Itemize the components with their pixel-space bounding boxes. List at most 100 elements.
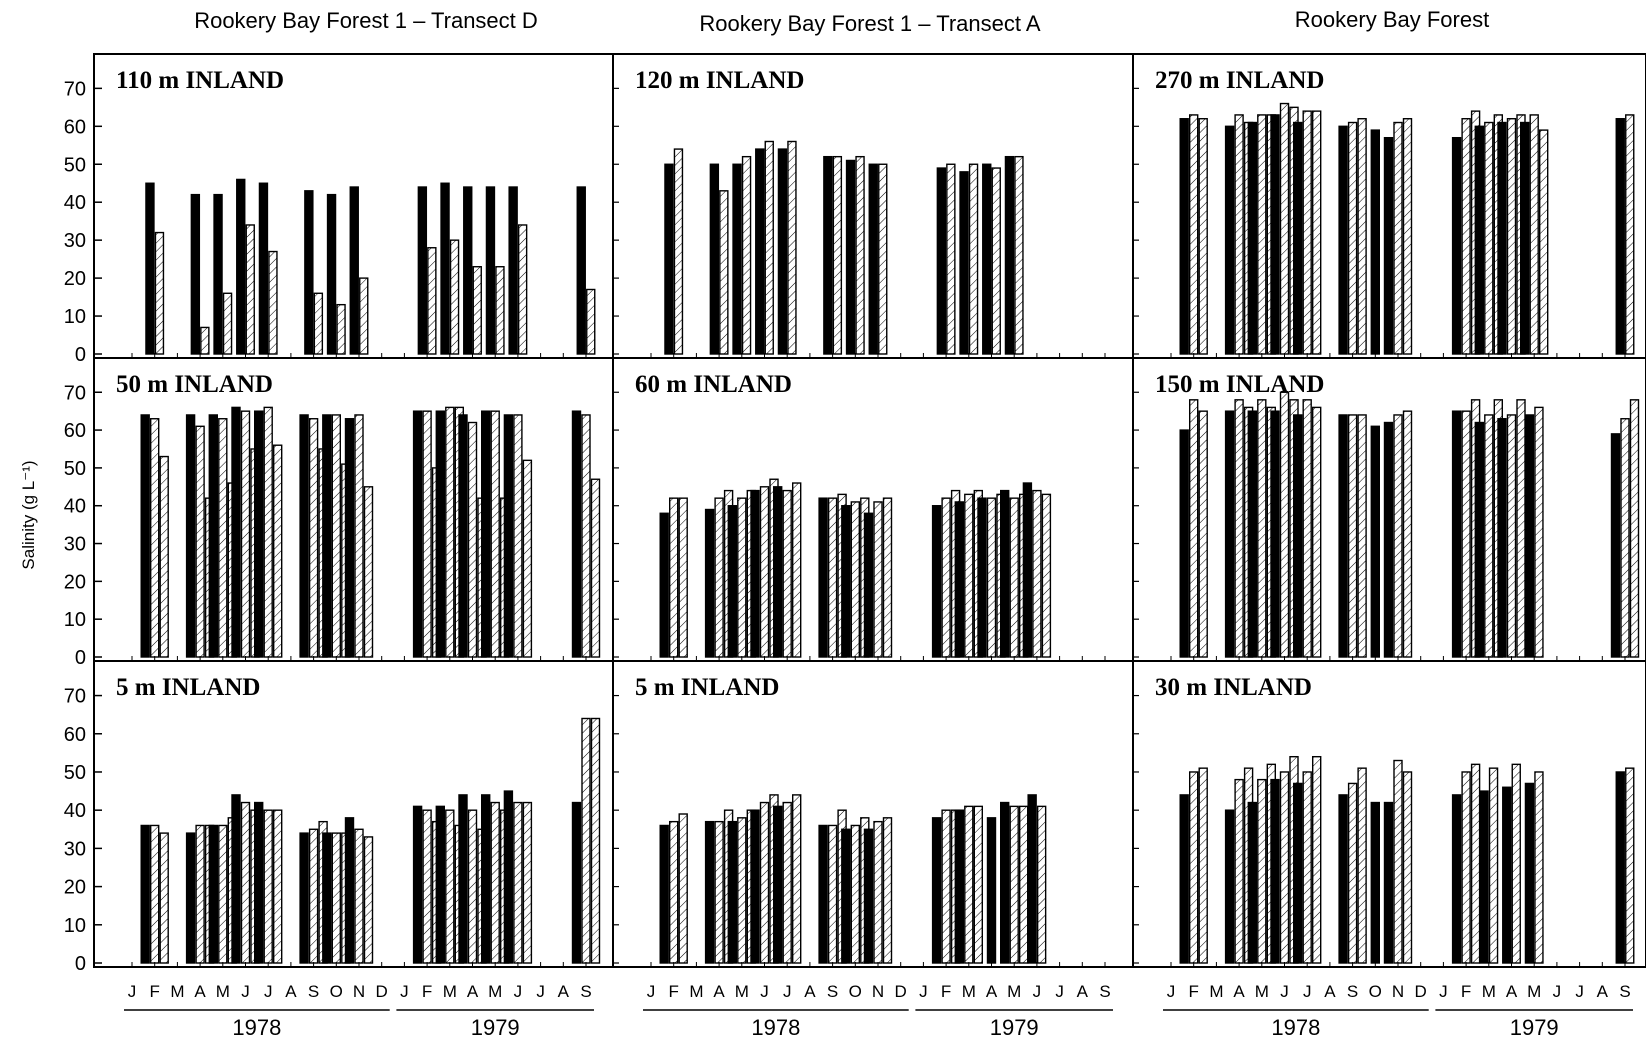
year-label-1979: 1979 [1510, 1015, 1559, 1040]
bar-hatched [1032, 489, 1042, 658]
bar-solid [440, 182, 450, 355]
bar-hatched [1402, 118, 1413, 355]
bar-solid [231, 794, 241, 964]
bar-hatched [782, 801, 792, 964]
month-label: J [760, 982, 769, 1001]
y-tick-label: 10 [64, 915, 86, 937]
bar-hatched [581, 414, 591, 658]
bar-hatched [678, 497, 688, 658]
bar-hatched [1470, 763, 1481, 964]
panel-grid: 110 m INLAND 50 m INLAND 5 m INLAND 120 m I… [93, 53, 1646, 968]
bar-hatched [1506, 118, 1517, 355]
bar-hatched [759, 486, 770, 658]
bar-hatched [268, 250, 278, 355]
bar-solid [412, 410, 423, 658]
bar-hatched [873, 820, 883, 964]
bar-solid [571, 801, 582, 964]
bar-hatched [792, 794, 802, 964]
bar-solid [841, 828, 851, 964]
bar-solid [508, 186, 518, 355]
bar-hatched [331, 832, 341, 964]
bar-hatched [714, 497, 724, 658]
bar-solid [1524, 782, 1535, 964]
y-tick-label: 10 [64, 609, 86, 631]
month-label: O [849, 982, 862, 1001]
panel-label: 270 m INLAND [1155, 67, 1324, 94]
bar-solid [1292, 414, 1303, 658]
bar-hatched [195, 425, 205, 658]
bar-hatched [832, 155, 843, 355]
bar-hatched [782, 489, 792, 658]
bar-hatched [1511, 763, 1521, 964]
panel-bars: 5 m INLAND [116, 674, 601, 964]
month-label: M [1007, 982, 1021, 1001]
bar-hatched [1484, 121, 1494, 355]
bar-hatched [1009, 497, 1019, 658]
bar-hatched [1625, 114, 1635, 355]
bar-hatched [1620, 418, 1630, 658]
bar-solid [503, 790, 514, 964]
bar-solid [435, 410, 445, 658]
month-label: F [1189, 982, 1199, 1001]
bar-hatched [873, 501, 883, 658]
month-label: S [827, 982, 838, 1001]
panel-bars: 270 m INLAND [1155, 67, 1635, 355]
column-title-transect-a: Rookery Bay Forest 1 – Transect A [699, 11, 1040, 36]
bar-hatched [1357, 118, 1367, 355]
bar-solid [253, 410, 264, 658]
bar-solid [1224, 809, 1235, 964]
bar-hatched [1357, 767, 1367, 964]
bar-hatched [1014, 155, 1024, 355]
bar-hatched [1484, 414, 1494, 658]
month-label: F [150, 982, 160, 1001]
bar-hatched [1461, 118, 1471, 355]
bar-solid [417, 186, 428, 355]
month-label: J [241, 982, 250, 1001]
bar-solid [664, 163, 674, 355]
y-axis-label: Salinity (g L⁻¹) [19, 460, 38, 569]
month-label: M [1209, 982, 1223, 1001]
bar-hatched [1279, 771, 1290, 964]
bar-hatched [1393, 759, 1403, 964]
bar-hatched [422, 410, 432, 658]
bar-solid [140, 824, 150, 964]
bar-solid [659, 824, 669, 964]
month-label: A [1324, 982, 1336, 1001]
panel-label: 5 m INLAND [116, 674, 260, 701]
panel-label: 150 m INLAND [1155, 371, 1324, 398]
bar-hatched [737, 817, 747, 964]
column-title-transect-d: Rookery Bay Forest 1 – Transect D [194, 8, 538, 33]
bar-hatched [331, 414, 341, 658]
bar-hatched [827, 497, 838, 658]
bar-solid [1479, 790, 1489, 964]
month-label: J [400, 982, 409, 1001]
bar-solid [236, 178, 246, 355]
bar-solid [704, 820, 715, 964]
bar-hatched [964, 805, 974, 964]
month-label: S [1619, 982, 1630, 1001]
bar-hatched [964, 493, 974, 658]
month-label: O [330, 982, 343, 1001]
bar-solid [145, 182, 155, 355]
bar-hatched [359, 277, 369, 355]
bar-solid [1000, 489, 1010, 658]
month-label: N [872, 982, 884, 1001]
bar-hatched [1198, 767, 1208, 964]
bar-hatched [1538, 129, 1549, 355]
bar-solid [1179, 429, 1189, 658]
month-label: J [1303, 982, 1312, 1001]
month-label: A [1077, 982, 1089, 1001]
month-label: M [735, 982, 749, 1001]
bar-solid [845, 159, 856, 355]
bar-hatched [1311, 406, 1322, 658]
bar-solid [1615, 118, 1625, 355]
bar-hatched [273, 444, 283, 658]
month-label: S [308, 982, 319, 1001]
bar-hatched [586, 288, 596, 355]
bar-hatched [1302, 399, 1312, 658]
bar-hatched [149, 418, 160, 658]
bar-hatched [1534, 771, 1544, 964]
bar-solid [818, 497, 828, 658]
bar-solid [931, 505, 942, 658]
